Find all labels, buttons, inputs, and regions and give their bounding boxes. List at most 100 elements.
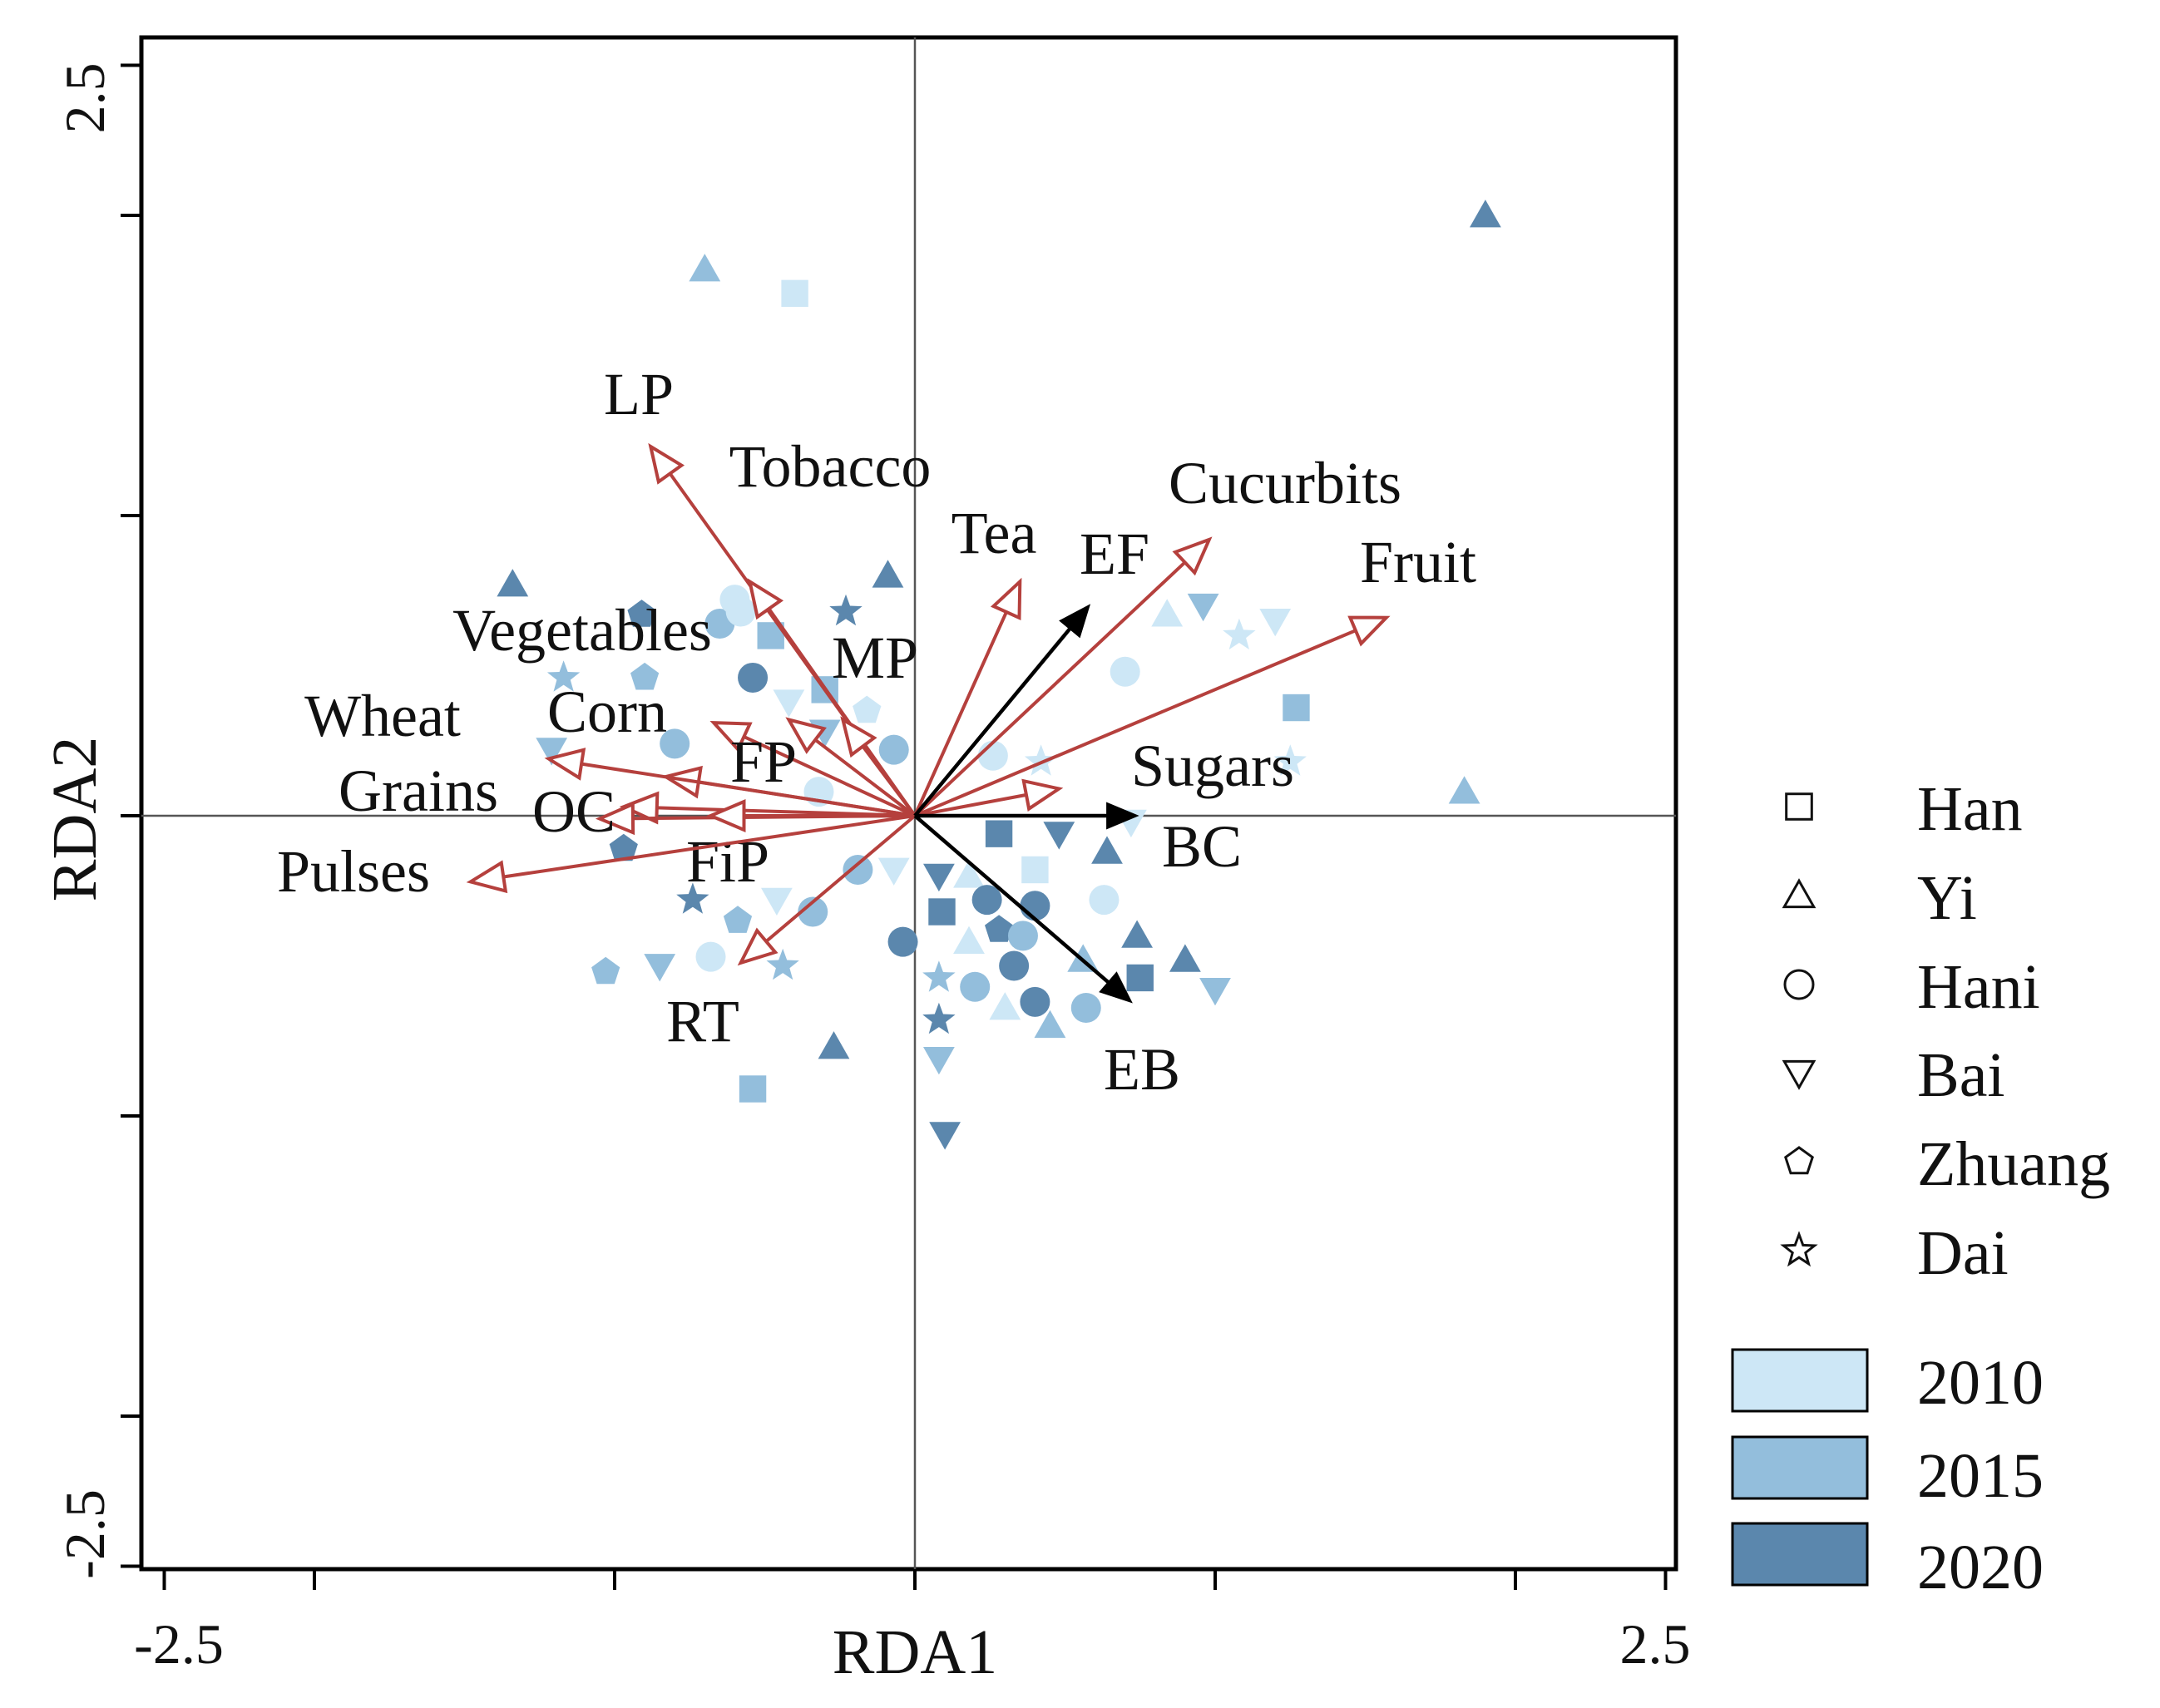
- legend-swatch-2015: [1731, 1435, 1869, 1500]
- point-zhuang-2020: [627, 600, 656, 627]
- point-zhuang-2020: [985, 915, 1014, 942]
- plot-frame: [139, 35, 1678, 1572]
- point-bai-2015: [923, 1047, 955, 1075]
- point-dai-2015: [766, 948, 799, 980]
- point-yi-2010: [953, 860, 985, 888]
- vector-label-tea: Tea: [951, 500, 1037, 566]
- point-yi-2010: [953, 926, 985, 954]
- vector-label-eb: EB: [1104, 1036, 1180, 1103]
- response-arrowhead-sugars: [1021, 778, 1064, 812]
- legend-symbol-bai: [1782, 1059, 1816, 1090]
- y-tick-label-max: 2.5: [53, 63, 116, 134]
- response-arrowhead-mp: [840, 716, 877, 758]
- x-axis-title: RDA1: [833, 1617, 997, 1687]
- point-dai-2020: [676, 882, 709, 914]
- response-arrowhead-vegetables: [785, 717, 827, 754]
- explanatory-vector-ef: [913, 627, 1072, 817]
- vector-label-mp: MP: [832, 624, 918, 691]
- vector-label-fp: FP: [730, 728, 797, 795]
- point-hani-2015: [878, 734, 909, 765]
- response-arrowhead-grains: [619, 791, 660, 825]
- point-han-2015: [739, 1075, 767, 1103]
- point-yi-2020: [1169, 944, 1201, 972]
- legend-label-yi: Yi: [1917, 863, 1977, 933]
- point-bai-2020: [1043, 822, 1075, 850]
- vector-label-ef: EF: [1080, 521, 1149, 587]
- explanatory-arrowhead-eb: [1099, 971, 1133, 1004]
- response-vector-sugars: [914, 792, 1027, 817]
- point-yi-2020: [818, 1031, 850, 1059]
- response-arrowhead-wheat: [544, 748, 586, 781]
- point-zhuang-2020: [609, 833, 638, 861]
- legend-symbol-zhuang: [1784, 1146, 1814, 1175]
- vector-label-fruit: Fruit: [1360, 529, 1476, 595]
- legend-symbol-icons: [1780, 792, 1818, 1267]
- legend-label-2020: 2020: [1917, 1533, 2044, 1602]
- vector-label-tobacco: Tobacco: [729, 433, 932, 500]
- point-dai-2020: [829, 594, 863, 626]
- vector-label-corn: Corn: [547, 679, 667, 745]
- y-tick-label-min: -2.5: [53, 1489, 116, 1579]
- response-arrowhead-cucurbits: [1172, 536, 1213, 576]
- point-hani-2010: [695, 941, 726, 972]
- point-dai-2010: [1223, 618, 1256, 650]
- legend-symbol-hani: [1783, 969, 1815, 1000]
- legend-swatch-2020: [1731, 1522, 1869, 1587]
- point-yi-2020: [872, 560, 904, 588]
- point-bai-2015: [536, 738, 568, 766]
- point-hani-2020: [1020, 891, 1050, 921]
- point-hani-2010: [1089, 885, 1120, 916]
- explanatory-arrowhead-ef: [1059, 604, 1091, 639]
- response-arrowhead-oc: [595, 802, 635, 836]
- vector-label-vegetables: Vegetables: [452, 597, 712, 664]
- response-arrowhead-corn: [709, 720, 753, 753]
- point-yi-2015: [689, 254, 721, 282]
- point-hani-2010: [1110, 656, 1140, 687]
- explanatory-arrowhead-bc: [1106, 802, 1139, 830]
- response-vector-cucurbits: [913, 560, 1186, 817]
- point-han-2020: [1126, 964, 1154, 992]
- point-dai-2015: [922, 960, 956, 992]
- response-arrowhead-tea: [990, 577, 1022, 620]
- point-bai-2015: [644, 954, 676, 982]
- response-arrowhead-tobacco: [747, 578, 784, 620]
- point-han-2010: [1021, 856, 1049, 884]
- response-arrowhead-fip: [706, 798, 746, 833]
- point-hani-2015: [1007, 921, 1038, 951]
- point-yi-2010: [1151, 599, 1184, 627]
- biplot-vectors: LP Tobacco Vegetables MP Corn FP Wheat Grains OC…: [277, 361, 1476, 1103]
- legend-symbol-dai: [1780, 1231, 1818, 1267]
- y-axis-title: RDA2: [40, 737, 110, 901]
- response-arrowhead-rt: [737, 927, 778, 966]
- point-bai-2020: [923, 863, 955, 892]
- legend-label-dai: Dai: [1917, 1218, 2009, 1288]
- legend-label-bai: Bai: [1917, 1040, 2005, 1110]
- legend-label-han: Han: [1917, 774, 2023, 844]
- vector-label-rt: RT: [666, 988, 739, 1054]
- point-bai-2010: [761, 887, 793, 916]
- vector-label-cucurbits: Cucurbits: [1169, 450, 1401, 516]
- point-dai-2010: [1273, 744, 1307, 776]
- vector-label-sugars: Sugars: [1131, 733, 1294, 799]
- vector-label-bc: BC: [1162, 813, 1242, 880]
- vector-label-oc: OC: [532, 778, 615, 845]
- point-bai-2010: [1259, 609, 1292, 637]
- point-han-2020: [985, 820, 1013, 847]
- response-vector-pulses: [503, 814, 916, 879]
- point-yi-2010: [989, 992, 1021, 1020]
- point-hani-2010: [725, 596, 756, 627]
- point-zhuang-2015: [723, 906, 753, 933]
- point-yi-2015: [1034, 1009, 1066, 1039]
- response-arrowhead-fruit: [1347, 615, 1391, 647]
- point-hani-2015: [960, 971, 991, 1002]
- sample-points: [497, 200, 1501, 1150]
- x-tick-label-min: -2.5: [134, 1612, 224, 1676]
- point-dai-2020: [922, 1002, 956, 1034]
- legend-label-2010: 2010: [1917, 1348, 2044, 1418]
- response-vector-vegetables: [813, 738, 917, 817]
- point-hani-2015: [843, 854, 873, 885]
- vector-label-pulses: Pulses: [277, 838, 430, 905]
- response-vector-rt: [764, 814, 917, 943]
- point-han-2020: [928, 898, 956, 926]
- point-zhuang-2015: [630, 662, 660, 690]
